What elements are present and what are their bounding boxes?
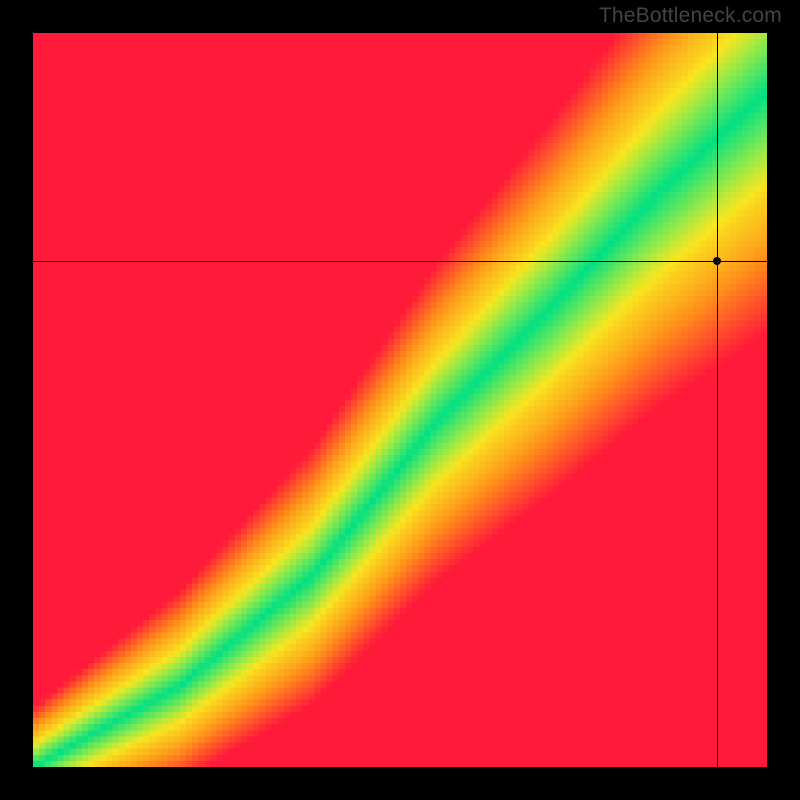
watermark: TheBottleneck.com [599,4,782,28]
crosshair-marker[interactable] [713,257,721,265]
crosshair-vertical [717,33,718,767]
heatmap-plot [33,33,767,767]
crosshair-horizontal [33,261,767,262]
heatmap-canvas [33,33,767,767]
